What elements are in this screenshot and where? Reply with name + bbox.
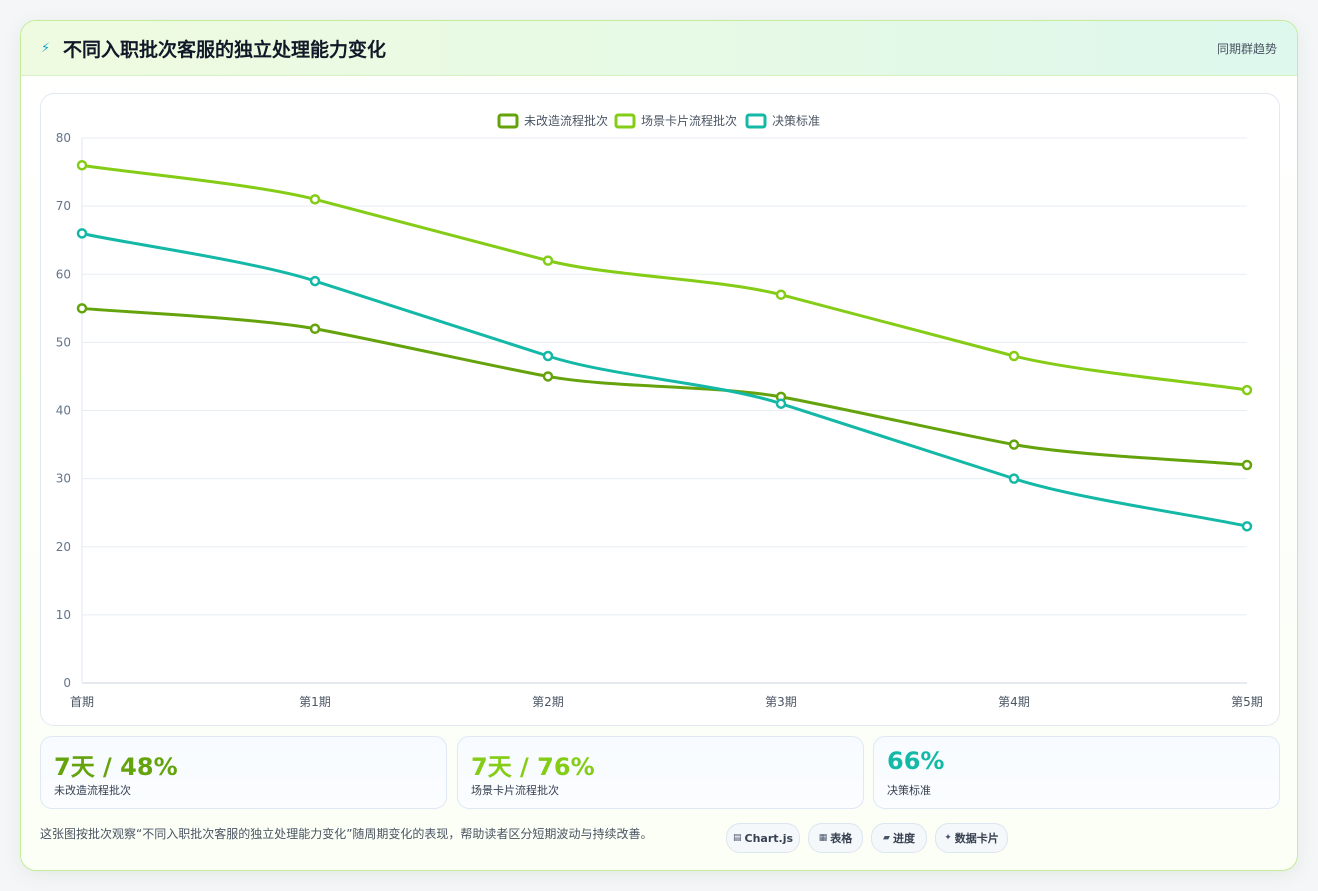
lightning-icon: ⚡	[41, 41, 51, 56]
data-point	[76, 303, 88, 314]
line-chart-panel: 0 10 20 30 40 50 60 70 80 首期 第1期 第2期 第3期 第4期 第5期 未改造流程批…	[40, 93, 1280, 726]
legend-swatch	[497, 113, 519, 129]
line-chart: 0 10 20 30 40 50 60 70 80 首期 第1期 第2期 第3期 第4期 第5期 未改造流程批…	[56, 113, 1263, 709]
x-tick-label: 首期	[70, 695, 94, 709]
table-icon: ▦	[818, 833, 828, 843]
y-tick-label: 20	[56, 540, 71, 554]
data-point	[1008, 350, 1020, 362]
series-line	[81, 163, 1248, 392]
y-tick-label: 80	[56, 131, 71, 145]
data-point	[542, 371, 554, 382]
y-tick-label: 0	[63, 676, 71, 690]
tag-label: 数据卡片	[954, 832, 999, 845]
x-tick-label: 第3期	[765, 695, 797, 709]
stat-card-scene-card: 7天 / 76% 场景卡片流程批次	[457, 736, 864, 809]
y-tick-label: 60	[56, 267, 71, 281]
tag-label: 进度	[892, 832, 915, 845]
stat-value: 7天 / 48%	[54, 753, 178, 781]
stat-label: 场景卡片流程批次	[471, 784, 559, 797]
legend-label: 决策标准	[772, 114, 820, 128]
card-header: ⚡ 不同入职批次客服的独立处理能力变化 同期群趋势	[21, 21, 1297, 76]
legend-label: 场景卡片流程批次	[641, 113, 737, 128]
x-tick-label: 第2期	[532, 695, 564, 709]
data-point	[309, 194, 321, 205]
y-tick-label: 40	[56, 404, 71, 418]
data-point	[1008, 473, 1020, 484]
x-tick-label: 第5期	[1231, 695, 1263, 709]
data-point	[542, 255, 554, 266]
stat-card-unmodified: 7天 / 48% 未改造流程批次	[40, 736, 447, 809]
data-point	[76, 228, 88, 239]
tag-label: Chart.js	[744, 831, 794, 845]
y-tick-label: 10	[56, 608, 71, 622]
data-point	[1241, 521, 1253, 532]
stat-value: 7天 / 76%	[471, 753, 595, 781]
y-tick-label: 30	[56, 472, 71, 486]
data-point	[1241, 459, 1253, 471]
chart-icon: ▤	[732, 833, 742, 843]
card-subtitle: 同期群趋势	[1216, 42, 1277, 56]
page-title: 不同入职批次客服的独立处理能力变化	[63, 39, 387, 61]
series-line	[81, 306, 1248, 467]
data-point	[309, 275, 321, 287]
chart-footnote: 这张图按批次观察“不同入职批次客服的独立处理能力变化”随周期变化的表现，帮助读者…	[40, 827, 653, 841]
progress-icon: ▰	[883, 833, 890, 843]
legend-swatch	[614, 113, 636, 129]
data-point	[1008, 439, 1020, 450]
stat-value: 66%	[887, 747, 945, 775]
tag-data-card[interactable]: ✦ 数据卡片	[935, 823, 1008, 853]
data-point	[542, 350, 554, 362]
tag-table[interactable]: ▦ 表格	[808, 823, 863, 853]
data-point	[775, 289, 787, 300]
series-line	[81, 231, 1248, 528]
stat-label: 决策标准	[887, 784, 931, 797]
data-point	[1241, 384, 1253, 396]
x-tick-label: 第4期	[998, 695, 1030, 709]
stat-card-decision-standard: 66% 决策标准	[873, 736, 1280, 809]
legend-swatch	[745, 113, 767, 129]
tag-progress[interactable]: ▰ 进度	[871, 823, 927, 853]
data-point	[775, 398, 787, 409]
data-point	[76, 160, 88, 171]
tag-label: 表格	[830, 832, 853, 845]
sparkle-icon: ✦	[944, 833, 952, 843]
stat-label: 未改造流程批次	[54, 784, 131, 797]
chart-card: ⚡ 不同入职批次客服的独立处理能力变化 同期群趋势 0 10 20 30 40 50 60 7…	[20, 20, 1298, 871]
stat-cards: 7天 / 48% 未改造流程批次 7天 / 76% 场景卡片流程批次 66% 决…	[40, 736, 1280, 809]
y-tick-label: 50	[56, 335, 71, 349]
y-tick-label: 70	[56, 199, 71, 213]
x-tick-label: 第1期	[299, 695, 331, 709]
legend-label: 未改造流程批次	[524, 113, 608, 128]
data-point	[309, 323, 321, 334]
tag-chartjs[interactable]: ▤ Chart.js	[726, 823, 800, 853]
